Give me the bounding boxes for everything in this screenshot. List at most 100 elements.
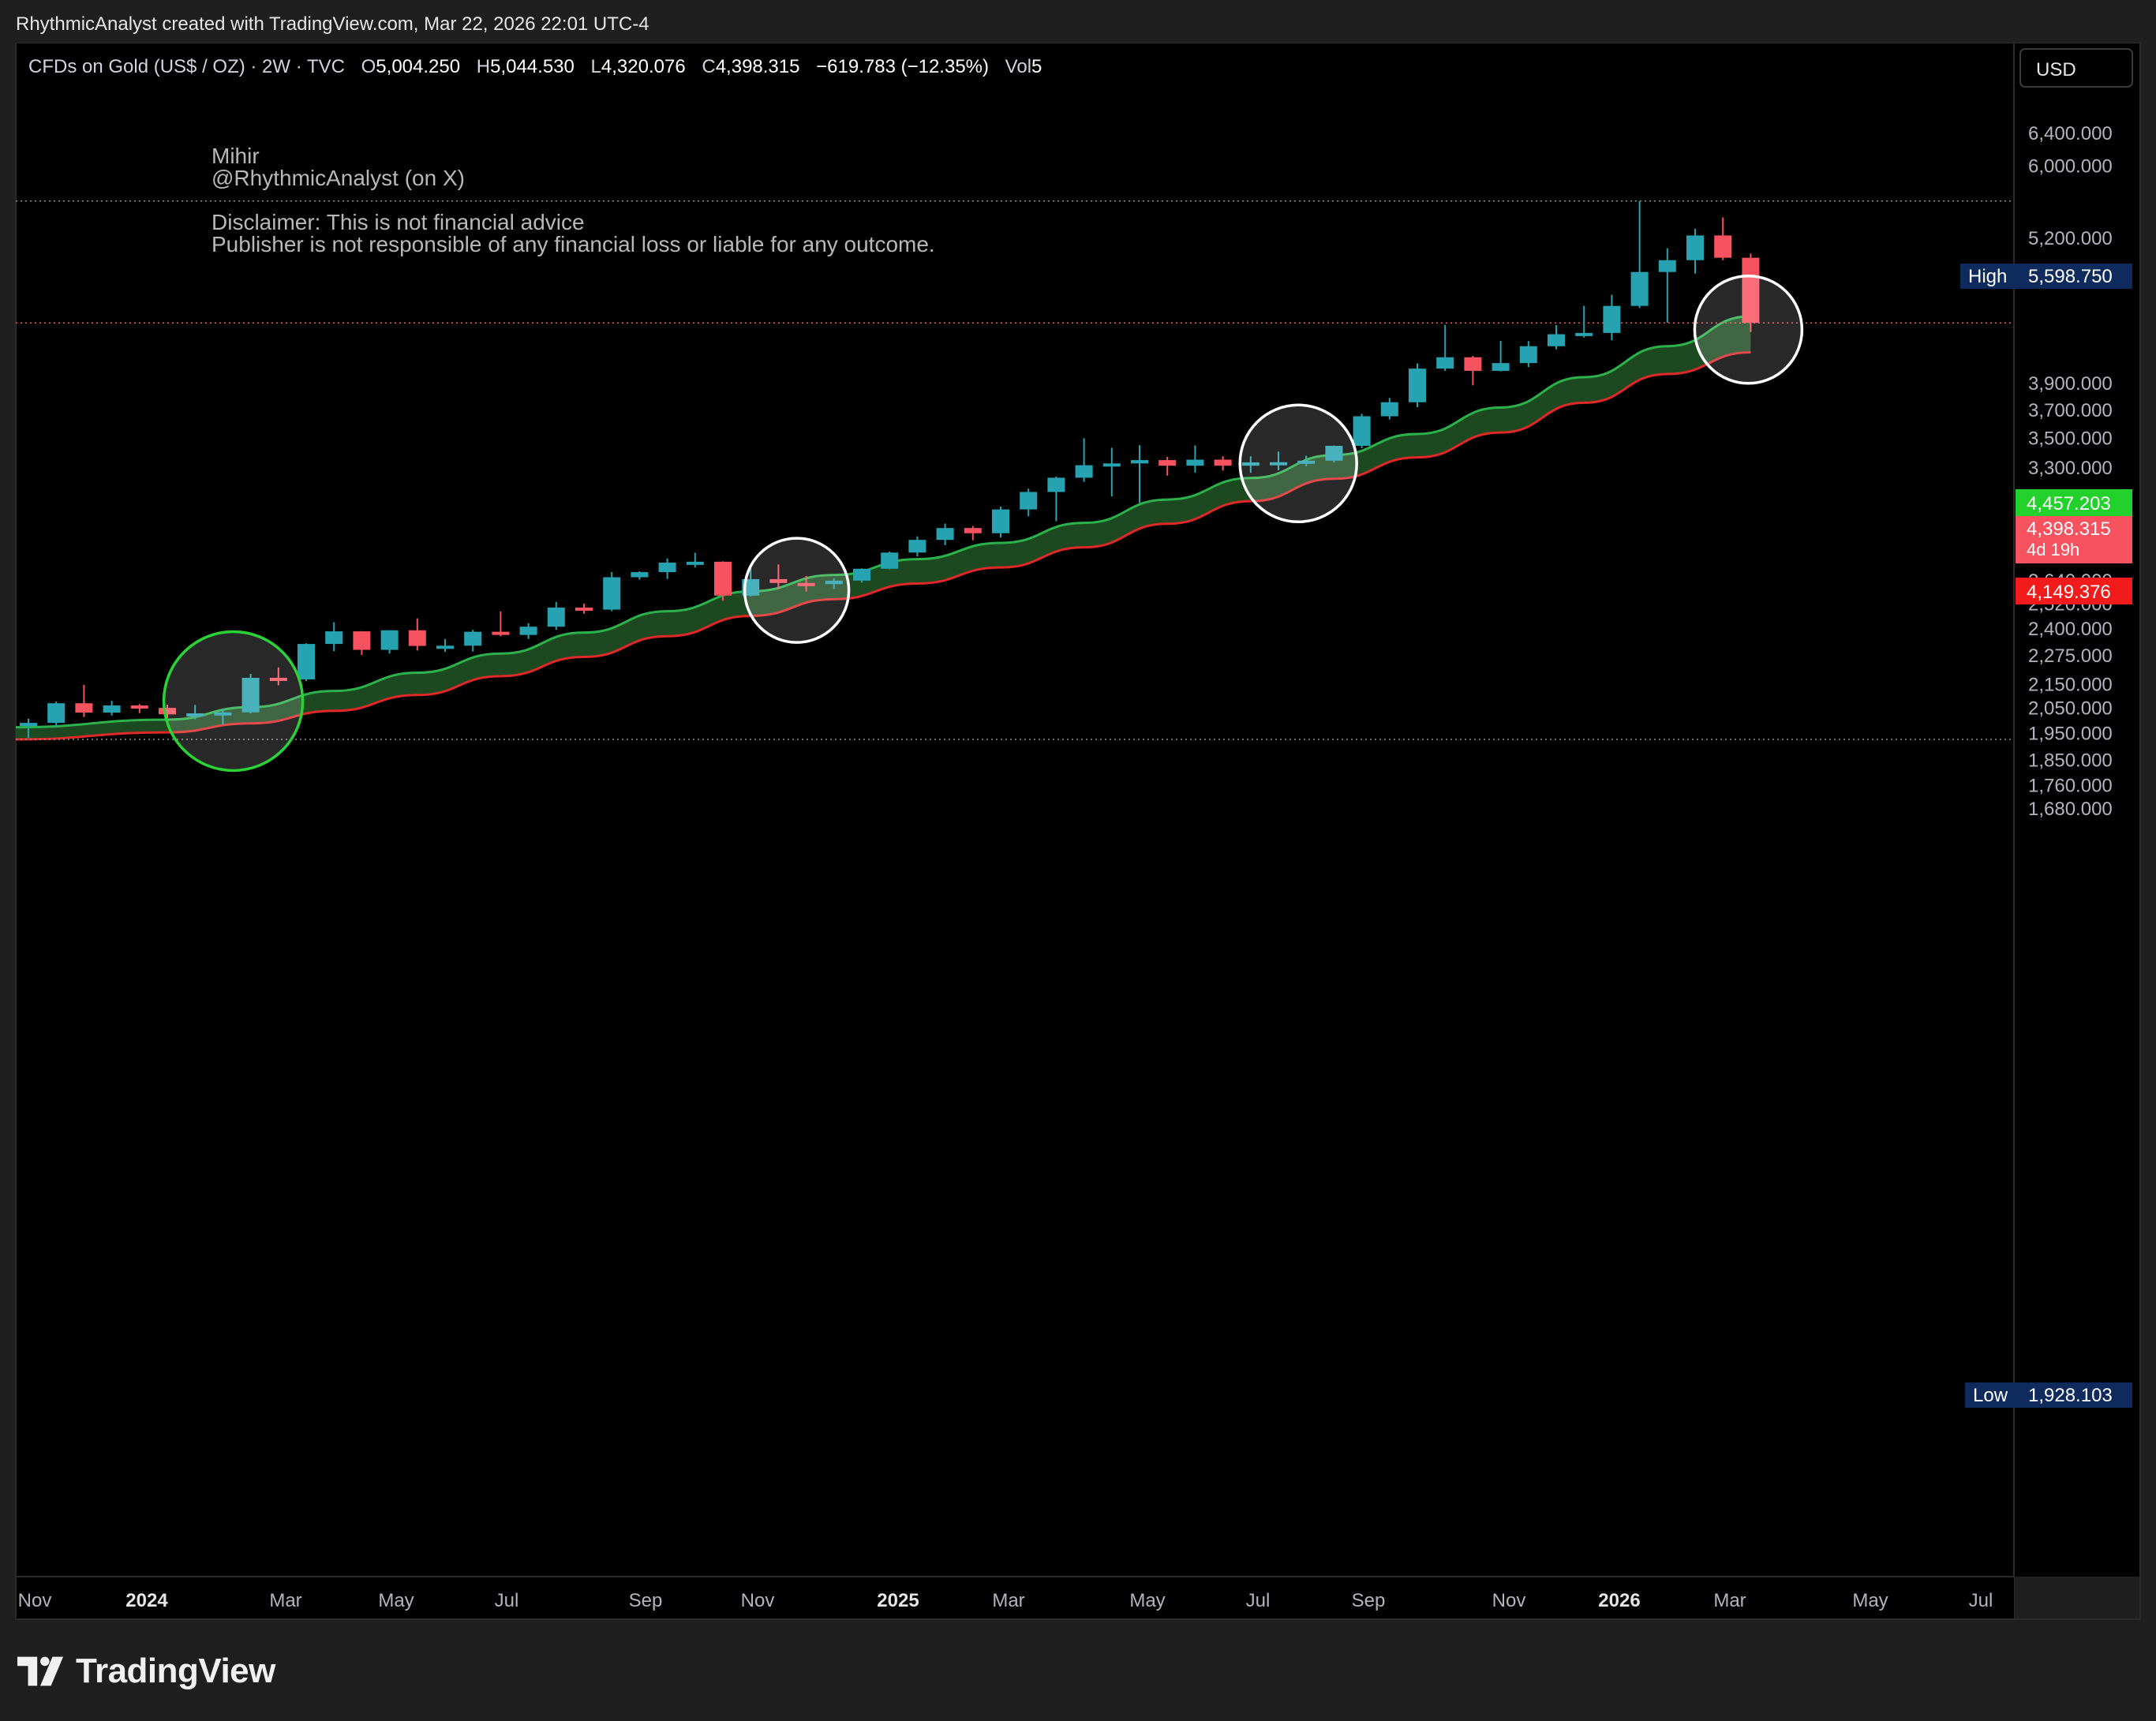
candle (1158, 456, 1177, 476)
candle (547, 601, 565, 630)
candle-body (1603, 305, 1621, 333)
candle-body (103, 705, 121, 713)
price-tick-label: 6,000.000 (2028, 156, 2113, 178)
legend-vol-label: Vol (1005, 56, 1031, 77)
price-tick-label: 3,900.000 (2028, 373, 2113, 395)
candle-body (1575, 332, 1593, 336)
attribution-text: RhythmicAnalyst created with TradingView… (16, 13, 649, 35)
candle (214, 709, 232, 725)
candles (20, 200, 1760, 739)
last-price-value: 4,398.315 (2027, 518, 2111, 540)
low-tag-label: Low (1973, 1385, 2008, 1406)
note-line-2: @RhythmicAnalyst (on X) (211, 166, 465, 190)
legend-change: −619.783 (−12.35%) (816, 56, 989, 77)
candle-body (1214, 459, 1232, 466)
highlight-circles (162, 275, 1804, 773)
candle-body (47, 703, 66, 724)
candle-body (853, 568, 870, 581)
highlight-circle (1693, 275, 1804, 385)
low-tag-value: 1,928.103 (2028, 1385, 2113, 1406)
candle-body (881, 552, 899, 569)
candle (1714, 217, 1732, 260)
tradingview-logo-icon (17, 1656, 64, 1686)
candle-body (631, 572, 649, 578)
legend-open-value: 5,004.250 (376, 56, 460, 77)
candle (1270, 451, 1287, 470)
time-tick-label: Jul (495, 1590, 519, 1611)
candle (519, 623, 537, 639)
candle-body (492, 631, 510, 635)
highlight-circle (1238, 403, 1358, 524)
candle-body (1241, 462, 1260, 466)
candle-body (714, 561, 732, 596)
candle (492, 611, 510, 637)
candle-body (658, 563, 676, 573)
price-tick-label: 1,760.000 (2028, 775, 2113, 796)
candle (380, 630, 399, 654)
attribution-bar: RhythmicAnalyst created with TradingView… (0, 0, 2156, 43)
price-tick-label: 1,850.000 (2028, 750, 2113, 771)
candle-body (1102, 463, 1121, 467)
high-tag-box (1960, 264, 2132, 289)
low-tag: Low 1,928.103 (1965, 1382, 2132, 1408)
price-tick-label: 1,950.000 (2028, 724, 2113, 745)
legend-vol-value: 5 (1031, 56, 1042, 77)
candle-body (992, 509, 1009, 533)
candle-body (964, 528, 982, 533)
candle-body (1548, 334, 1565, 346)
candle-body (547, 607, 565, 627)
note-line-4: Publisher is not responsible of any fina… (211, 232, 935, 256)
currency-button-box[interactable] (2019, 48, 2133, 88)
candle-body (1742, 257, 1760, 324)
tradingview-logo[interactable]: TradingView (17, 1648, 275, 1695)
band-upper-line (15, 315, 1751, 729)
candle-body (1270, 462, 1287, 466)
time-tick-label: Mar (992, 1590, 1024, 1611)
time-tick-label: May (1852, 1590, 1888, 1611)
candle (1186, 445, 1204, 473)
candle-body (436, 645, 454, 649)
candle (1325, 445, 1343, 463)
time-tick-label: 2025 (877, 1590, 919, 1611)
time-tick-label: Nov (1492, 1590, 1526, 1611)
candle (1575, 305, 1593, 338)
candle (159, 705, 176, 719)
price-axis-ticks: 6,400.0006,000.0005,200.0004,800.0003,90… (2028, 123, 2113, 820)
candle-body (1409, 369, 1426, 402)
candle (325, 622, 343, 652)
candle (686, 552, 704, 568)
candle (436, 638, 454, 653)
time-axis-background (16, 1577, 2014, 1619)
legend-symbol: CFDs on Gold (US$ / OZ) · 2W · TVC (28, 56, 345, 77)
legend-low-label: L (591, 56, 601, 77)
band-lower-line (15, 351, 1751, 741)
candle-body (75, 703, 93, 713)
time-tick-label: Jul (1969, 1590, 1993, 1611)
price-tick-label: 2,050.000 (2028, 698, 2113, 720)
price-tick-label: 2,150.000 (2028, 674, 2113, 695)
candle (1742, 253, 1760, 332)
high-tag-value: 5,598.750 (2028, 266, 2113, 287)
candle-body (1158, 460, 1177, 466)
candle (408, 618, 426, 651)
candle (881, 551, 899, 570)
time-tick-label: Nov (18, 1590, 52, 1611)
currency-button[interactable]: USD (2019, 48, 2133, 88)
time-tick-label: 2024 (125, 1590, 168, 1611)
legend-high-value: 5,044.530 (490, 56, 575, 77)
high-tag: High 5,598.750 (1960, 264, 2132, 289)
price-tick-label: 2,275.000 (2028, 645, 2113, 667)
note-line-3: Disclaimer: This is not financial advice (211, 210, 585, 234)
legend-low-value: 4,320.076 (601, 56, 686, 77)
candle-body (1075, 465, 1093, 478)
candle-body (603, 577, 621, 610)
currency-button-label[interactable]: USD (2036, 59, 2076, 80)
candle (1214, 456, 1232, 471)
candle-body (1131, 460, 1148, 464)
candle (1464, 356, 1482, 386)
candle (47, 701, 66, 728)
candle (575, 604, 593, 614)
candle (1686, 228, 1704, 274)
